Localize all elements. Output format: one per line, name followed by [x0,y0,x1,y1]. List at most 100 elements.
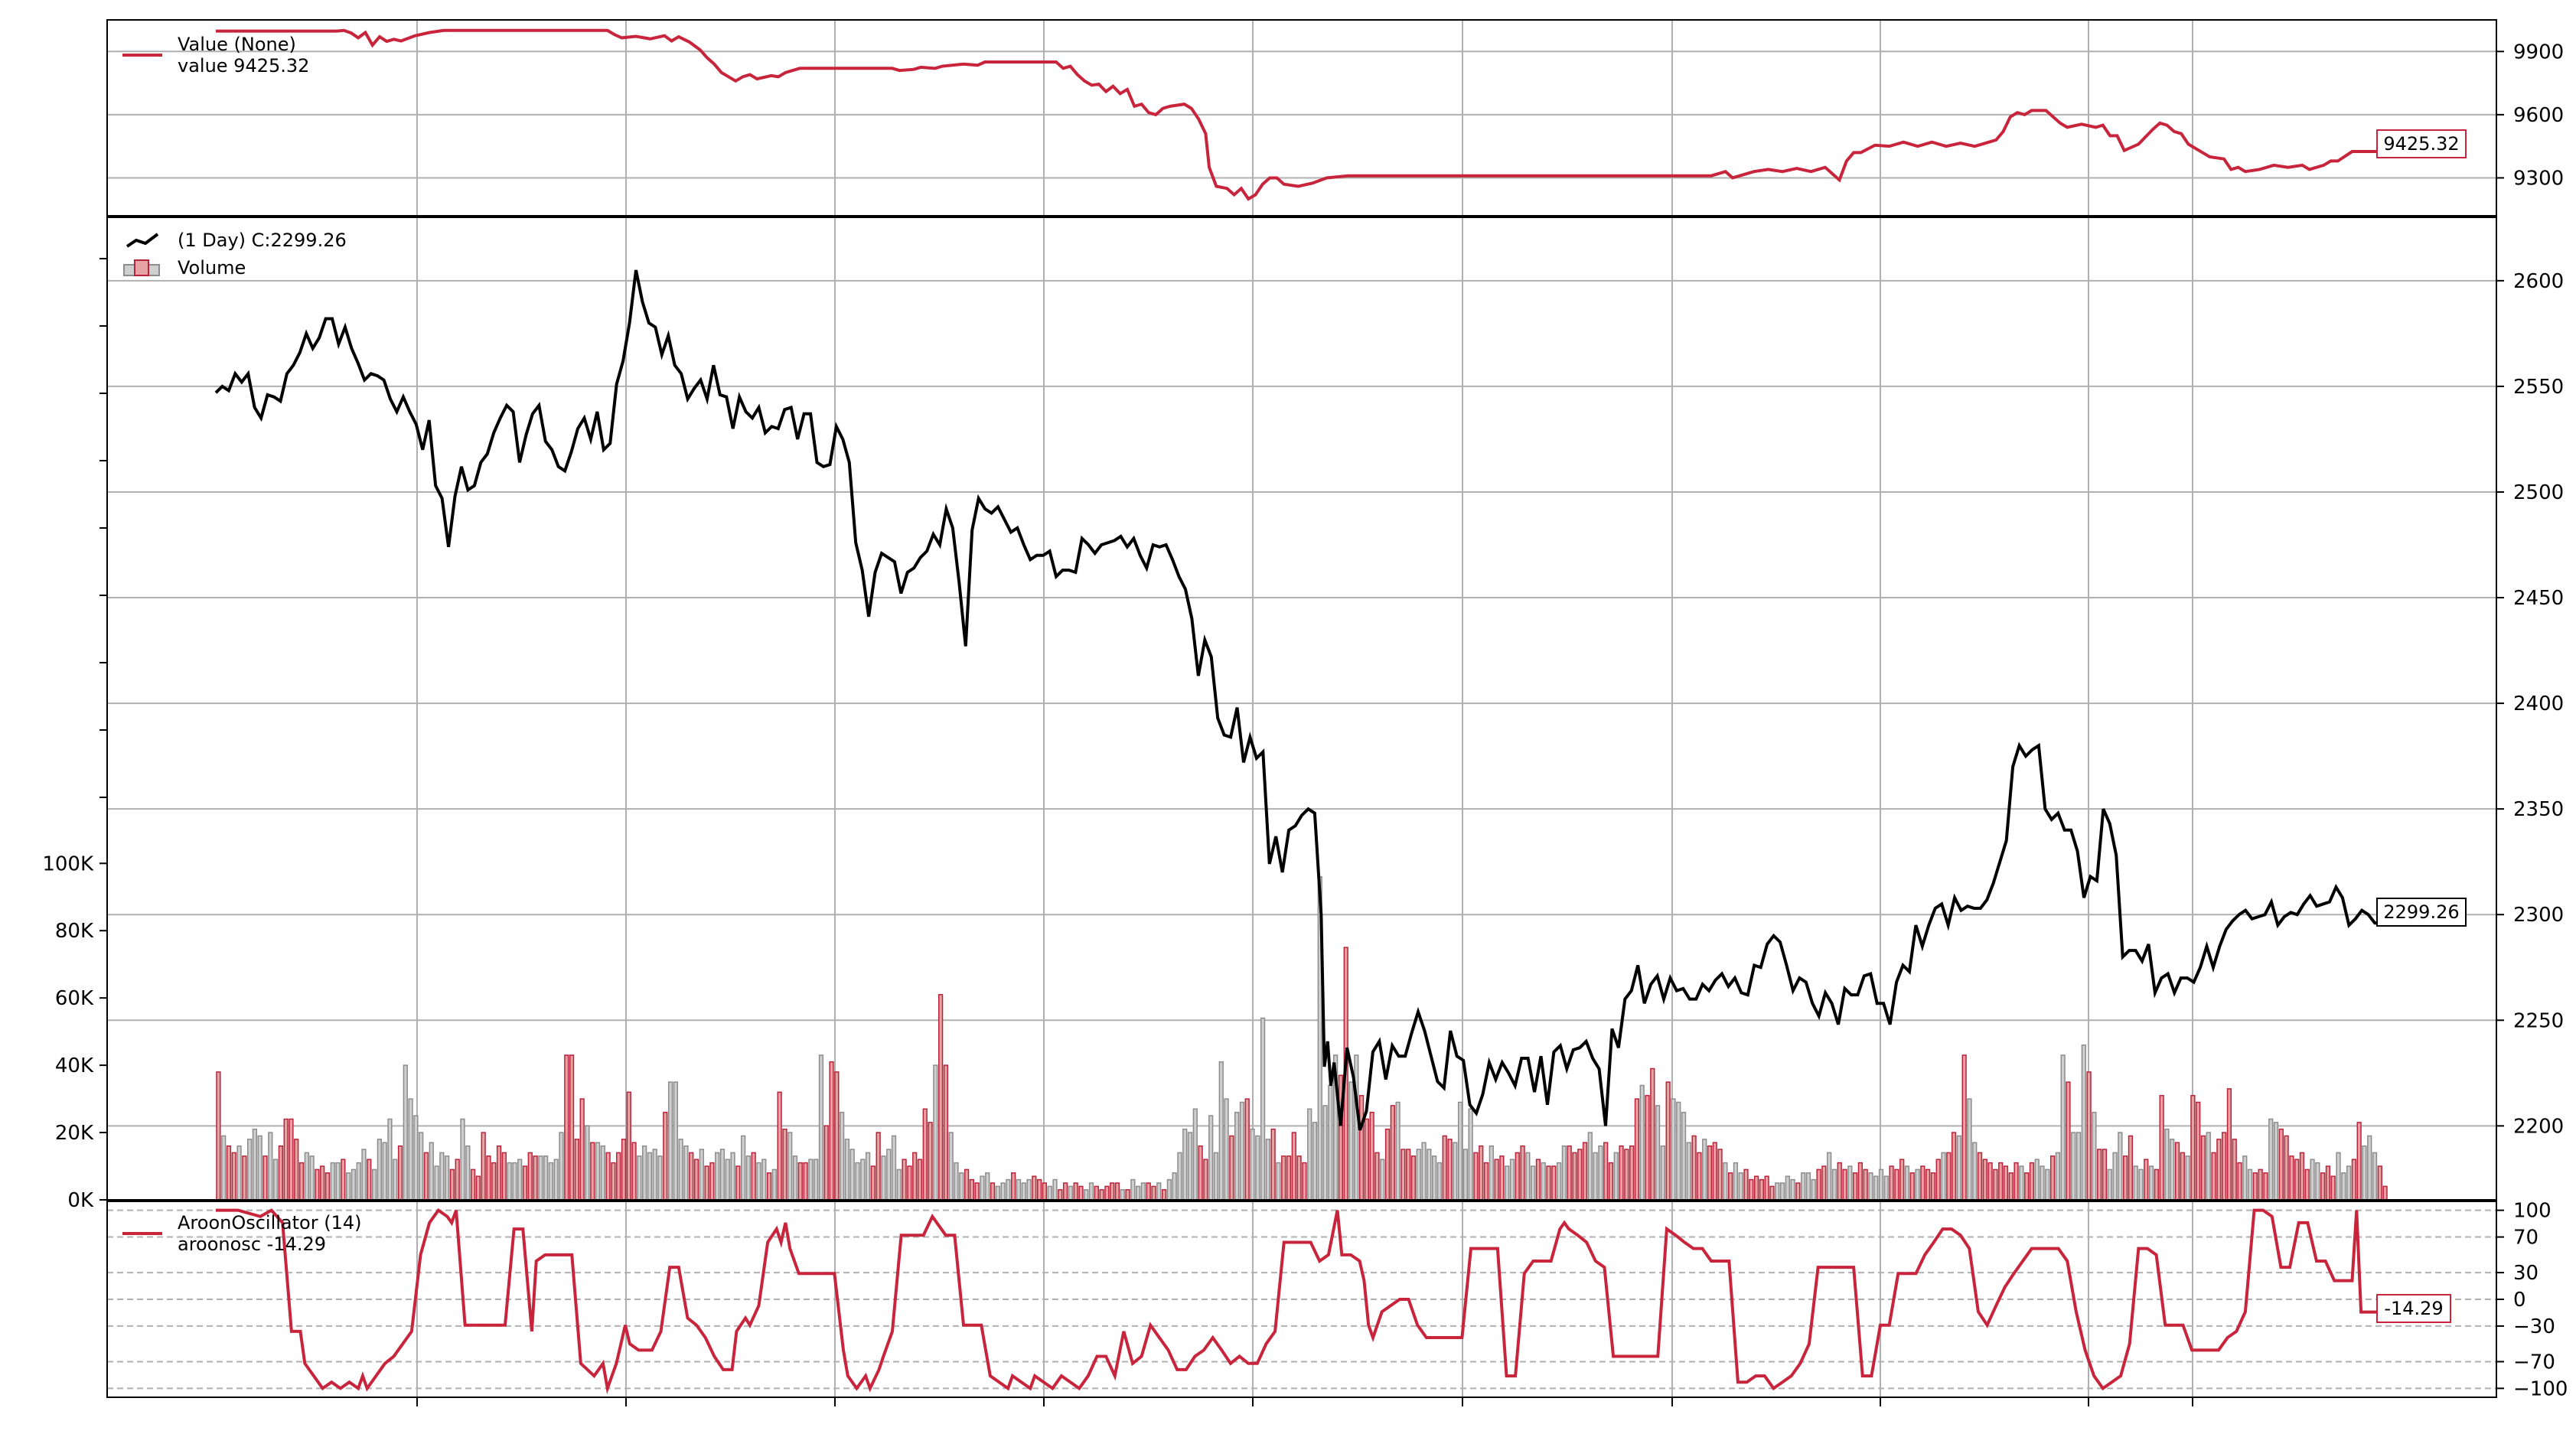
volume-bar [2222,1132,2227,1201]
volume-bar [1462,1149,1468,1201]
volume-bar [647,1152,653,1201]
volume-bar [1328,1084,1333,1201]
volume-bar [1099,1189,1104,1201]
price-legend: (1 Day) C:2299.26 Volume [123,230,347,279]
volume-bar [1062,1182,1068,1201]
volume-bar [1857,1162,1863,1201]
volume-bar [1831,1168,1837,1201]
volume-bar [1899,1159,1905,1201]
volume-bar [1270,1128,1276,1201]
volume-bar [2164,1128,2170,1201]
value-last-tag-box [2376,129,2467,158]
volume-bar [507,1162,512,1201]
volume-bar [2247,1168,2253,1201]
volume-bar [2029,1162,2035,1201]
price-y-tick-label: 2600 [2513,270,2564,293]
volume-bar [1250,1128,1255,1201]
volume-bar [600,1145,605,1201]
value-last-tag: 9425.32 [2383,133,2459,155]
volume-bar [2310,1159,2315,1201]
volume-bar [1790,1178,1795,1201]
volume-bar [1427,1149,1432,1201]
price-line [214,269,2389,1131]
volume-bar [538,1155,543,1201]
volume-bar [1909,1172,1915,1201]
volume-bar [1172,1172,1177,1201]
volume-bar [1410,1155,1417,1201]
price-y-tick-label: 2500 [2513,481,2564,504]
volume-bar [2304,1168,2310,1201]
volume-bar [1203,1159,1208,1201]
price-y-tick-label: 2350 [2513,798,2564,821]
volume-bar [1894,1168,1899,1201]
volume-bar [226,1145,232,1201]
volume-bar [1042,1182,1048,1201]
volume-bar [964,1168,970,1201]
volume-bar [351,1168,357,1201]
volume-bar [1998,1162,2004,1201]
volume-bar [1021,1182,1026,1201]
volume-bar [1088,1182,1094,1201]
volume-bar [1650,1067,1655,1201]
volume-bar [2206,1132,2211,1201]
volume-bar [2019,1165,2024,1201]
volume-bar [1140,1182,1146,1201]
volume-bar [699,1149,704,1201]
volume-bar [1972,1142,1978,1201]
volume-bar [1567,1145,1572,1201]
volume-bar [1136,1185,1141,1201]
volume-bar [1244,1098,1250,1201]
volume-bar [1531,1165,1536,1201]
volume-bar [2367,1135,2372,1201]
volume-legend-label: Volume [178,257,246,279]
volume-bar [922,1108,928,1201]
volume-bar [1686,1142,1691,1201]
volume-bar [1753,1175,1759,1201]
volume-bar [735,1165,741,1201]
volume-bar [2144,1159,2149,1201]
volume-bar [673,1081,678,1201]
volume-bar [2092,1111,2097,1201]
volume-bar [2341,1172,2346,1201]
volume-bar [486,1155,491,1201]
volume-bar [751,1152,756,1201]
volume-bar [1868,1172,1873,1201]
volume-bar [1198,1145,1203,1201]
volume-bar [501,1152,507,1201]
volume-bar [2034,1159,2040,1201]
volume-bar [2097,1149,2102,1201]
volume-bar [1208,1115,1214,1201]
volume-bar [1556,1162,1562,1201]
volume-bar [1920,1165,1925,1201]
volume-bar [481,1132,486,1201]
volume-bar [621,1139,627,1201]
volume-bar [787,1132,793,1201]
volume-bar [320,1165,325,1201]
price-legend-label: (1 Day) C:2299.26 [178,230,347,251]
volume-bar [2242,1155,2248,1201]
volume-bar [834,1071,840,1201]
volume-bar [844,1139,850,1201]
volume-bar [2112,1152,2118,1201]
volume-bar [1702,1139,1707,1201]
volume-bar [1691,1135,1697,1201]
volume-bar [1037,1178,1042,1201]
volume-bar [1655,1105,1661,1201]
volume-bar [689,1152,694,1201]
volume-bar [761,1159,767,1201]
aroon-y-tick-label: 30 [2513,1262,2539,1285]
volume-bar [1218,1061,1224,1201]
volume-bar [1499,1155,1505,1201]
volume-bar [1993,1168,1998,1201]
volume-bar [2133,1165,2138,1201]
volume-bar [1406,1149,1411,1201]
volume-bar [423,1152,429,1201]
volume-bar [1733,1162,1739,1201]
volume-bar [1525,1152,1531,1201]
volume-bar [1759,1178,1764,1201]
volume-bar [1255,1135,1260,1201]
volume-bar [1192,1108,1198,1201]
volume-bar [309,1155,315,1201]
volume-bar [590,1142,595,1201]
price-last-tag: 2299.26 [2383,901,2459,923]
